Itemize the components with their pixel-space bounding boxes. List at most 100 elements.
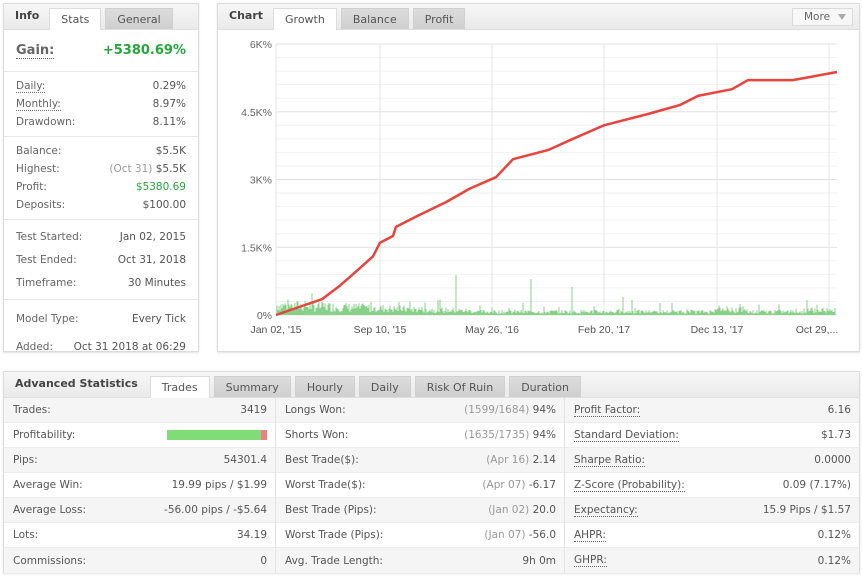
profitability-bar xyxy=(167,430,267,440)
stat-row-longs-won: Longs Won: (1599/1684) 94% xyxy=(276,398,564,423)
stat-note: (1635/1735) xyxy=(464,429,530,441)
tab-profit[interactable]: Profit xyxy=(412,8,466,29)
stat-row-z-score: Z-Score (Probability): 0.09 (7.17%) xyxy=(565,473,859,498)
test-ended-label: Test Ended: xyxy=(16,253,77,266)
stat-label: Shorts Won: xyxy=(285,429,349,441)
tab-growth[interactable]: Growth xyxy=(273,8,337,30)
gain-row: Gain: +5380.69% xyxy=(4,30,198,72)
stat-row-expectancy: Expectancy: 15.9 Pips / $1.57 xyxy=(565,498,859,523)
daily-row: Daily: 0.29% xyxy=(16,77,186,95)
stat-value-wrap: (1635/1735) 94% xyxy=(464,429,556,441)
info-title: Info xyxy=(15,9,40,22)
stat-value-wrap: (Apr 07) -6.17 xyxy=(482,479,556,491)
tab-balance[interactable]: Balance xyxy=(340,8,409,29)
stat-label: Worst Trade (Pips): xyxy=(285,529,384,541)
stat-label: Trades: xyxy=(13,404,51,416)
svg-text:0%: 0% xyxy=(257,310,272,322)
more-dropdown[interactable]: More xyxy=(792,8,853,26)
svg-text:6K%: 6K% xyxy=(250,39,272,51)
added-value: Oct 31 2018 at 06:29 xyxy=(73,341,186,353)
stat-row-standard-deviation: Standard Deviation: $1.73 xyxy=(565,423,859,448)
stat-value: $1.73 xyxy=(820,429,851,441)
gain-label[interactable]: Gain: xyxy=(16,42,55,59)
stat-row-shorts-won: Shorts Won: (1635/1735) 94% xyxy=(276,423,564,448)
stat-label: Longs Won: xyxy=(285,404,346,416)
tab-risk-of-ruin[interactable]: Risk Of Ruin xyxy=(414,376,506,397)
monthly-row: Monthly: 8.97% xyxy=(16,95,186,113)
timeframe-value: 30 Minutes xyxy=(127,276,186,289)
highest-date: (Oct 31) xyxy=(109,163,153,175)
stat-note: (Jan 07) xyxy=(484,529,526,541)
advanced-col-3: Profit Factor: 6.16 Standard Deviation: $1… xyxy=(565,398,859,573)
deposits-label: Deposits: xyxy=(16,199,66,211)
profit-row: Profit: $5380.69 xyxy=(16,178,186,196)
profit-value: $5380.69 xyxy=(135,181,186,193)
daily-label[interactable]: Daily: xyxy=(16,79,46,93)
stat-label[interactable]: GHPR: xyxy=(574,554,607,567)
svg-text:Jan 02, '15: Jan 02, '15 xyxy=(250,324,301,336)
stat-label[interactable]: AHPR: xyxy=(574,528,606,542)
timeframe-label: Timeframe: xyxy=(16,276,77,289)
highest-value: $5.5K xyxy=(155,163,186,175)
stat-value-wrap: (Jan 07) -56.0 xyxy=(484,529,556,541)
tab-trades[interactable]: Trades xyxy=(149,376,210,398)
monthly-label[interactable]: Monthly: xyxy=(16,97,61,111)
daily-value: 0.29% xyxy=(152,80,186,92)
stat-row-ghpr: GHPR: 0.12% xyxy=(565,548,859,573)
more-label: More xyxy=(804,11,831,23)
stat-value: -6.17 xyxy=(528,479,556,491)
deposits-value: $100.00 xyxy=(142,199,186,211)
svg-text:1.5K%: 1.5K% xyxy=(241,242,272,254)
stat-label: Average Win: xyxy=(13,479,83,491)
svg-text:May 26, '16: May 26, '16 xyxy=(465,324,519,336)
test-group: Test Started: Jan 02, 2015 Test Ended: O… xyxy=(4,220,198,300)
stat-row-profitability: Profitability: xyxy=(4,423,275,448)
deposits-row: Deposits: $100.00 xyxy=(16,196,186,214)
stat-row-profit-factor: Profit Factor: 6.16 xyxy=(565,398,859,423)
info-panel: Info Stats General Gain: +5380.69% Daily… xyxy=(3,3,199,353)
model-type-label: Model Type: xyxy=(16,313,79,325)
stat-value: 34.19 xyxy=(236,529,267,541)
chart-tabbar: Chart Growth Balance Profit More xyxy=(218,4,859,30)
chevron-down-icon xyxy=(838,14,846,20)
drawdown-value: 8.11% xyxy=(152,116,186,128)
tab-summary[interactable]: Summary xyxy=(213,376,291,397)
advanced-grid: Trades: 3419 Profitability: Pips: 54301.4 … xyxy=(4,398,859,573)
stat-label: Worst Trade($): xyxy=(285,479,366,491)
stat-label: Pips: xyxy=(13,454,38,466)
highest-label: Highest: xyxy=(16,163,60,175)
tab-stats[interactable]: Stats xyxy=(49,8,102,30)
stat-value: 2.14 xyxy=(532,454,556,466)
stat-value-wrap: (Apr 16) 2.14 xyxy=(486,454,556,466)
stat-row-average-win: Average Win: 19.99 pips / $1.99 xyxy=(4,473,275,498)
svg-text:Sep 10, '15: Sep 10, '15 xyxy=(354,324,407,336)
stat-value: 0 xyxy=(260,554,267,567)
timeframe-row: Timeframe: 30 Minutes xyxy=(16,271,186,294)
added-row: Added: Oct 31 2018 at 06:29 xyxy=(16,333,186,361)
test-started-label: Test Started: xyxy=(16,230,83,243)
stat-note: (Jan 02) xyxy=(488,504,530,516)
growth-chart[interactable]: 0% 1.5K% 3K% 4.5K% 6K% Jan 02, '15 Sep 10, '15… xyxy=(218,31,859,351)
stat-label[interactable]: Z-Score (Probability): xyxy=(574,478,685,492)
stat-label: Commissions: xyxy=(13,554,87,567)
tab-general[interactable]: General xyxy=(105,8,173,29)
tab-hourly[interactable]: Hourly xyxy=(294,376,355,397)
stat-label[interactable]: Standard Deviation: xyxy=(574,428,679,442)
balance-row: Balance: $5.5K xyxy=(16,142,186,160)
balance-value: $5.5K xyxy=(155,145,186,157)
balance-group: Balance: $5.5K Highest: (Oct 31) $5.5K P… xyxy=(4,137,198,220)
stat-value: 54301.4 xyxy=(223,454,267,466)
stat-value: 0.0000 xyxy=(814,454,851,466)
monthly-value: 8.97% xyxy=(152,98,186,110)
svg-text:Oct 29,...: Oct 29,... xyxy=(796,324,839,336)
tab-duration[interactable]: Duration xyxy=(509,376,581,397)
tab-daily[interactable]: Daily xyxy=(358,376,411,397)
stat-label[interactable]: Sharpe Ratio: xyxy=(574,453,646,467)
stat-label[interactable]: Expectancy: xyxy=(574,503,638,517)
stat-value: 94% xyxy=(532,404,556,416)
stat-value: -56.00 pips / -$5.64 xyxy=(164,504,267,516)
stat-value-wrap: (1599/1684) 94% xyxy=(464,404,556,416)
drawdown-row: Drawdown: 8.11% xyxy=(16,113,186,131)
stat-value: 94% xyxy=(532,429,556,441)
stat-label[interactable]: Profit Factor: xyxy=(574,403,641,417)
